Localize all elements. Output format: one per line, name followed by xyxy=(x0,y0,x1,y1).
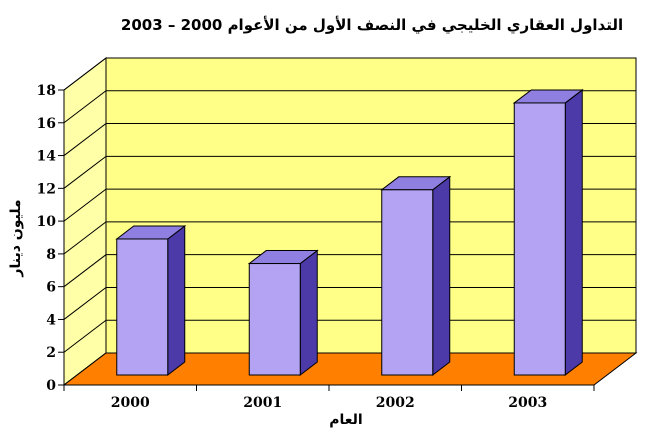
x-tick-label: 2002 xyxy=(376,395,415,411)
y-tick-label: 14 xyxy=(37,149,57,165)
gridline xyxy=(63,254,636,288)
bars xyxy=(115,88,584,377)
chart-title: التداول العقاري الخليجي في النصف الأول م… xyxy=(121,16,623,35)
bar xyxy=(512,88,584,377)
y-tick-label: 8 xyxy=(46,247,56,263)
bar xyxy=(380,175,452,377)
gridline xyxy=(63,188,636,222)
y-tick-label: 12 xyxy=(37,181,56,197)
bar-front xyxy=(116,238,169,376)
y-tick-label: 16 xyxy=(37,116,56,132)
gridline xyxy=(63,57,636,91)
bar-side xyxy=(564,88,583,377)
gridline xyxy=(63,155,636,189)
gridline xyxy=(63,90,636,124)
y-tick-label: 10 xyxy=(37,214,57,230)
bar-front xyxy=(381,189,434,376)
y-axis-label: مليون دينار xyxy=(8,199,24,277)
x-tick-label: 2000 xyxy=(111,395,150,411)
bar-side xyxy=(432,175,451,377)
gridline xyxy=(63,286,636,320)
y-tick-label: 0 xyxy=(46,378,56,394)
y-tick-label: 6 xyxy=(46,280,56,296)
y-axis-ticks: 0 2 4 6 8 10 12 14 16 18 xyxy=(37,83,65,394)
bar-side xyxy=(167,224,186,377)
x-axis-label: العام xyxy=(329,412,362,428)
x-tick-label: 2003 xyxy=(508,395,547,411)
y-tick-label: 4 xyxy=(46,312,56,328)
bar-side xyxy=(299,249,318,377)
x-axis-ticks: 2000 2001 2002 2003 xyxy=(63,384,595,411)
y-tick-label: 18 xyxy=(37,83,56,99)
bar-front xyxy=(513,102,566,376)
bar xyxy=(115,224,187,377)
bar-front xyxy=(248,263,301,376)
y-tick-label: 2 xyxy=(46,345,56,361)
gridline xyxy=(63,319,636,353)
x-tick-label: 2001 xyxy=(243,395,282,411)
gridline xyxy=(63,123,636,156)
bar xyxy=(247,249,319,377)
gridline xyxy=(63,221,636,255)
